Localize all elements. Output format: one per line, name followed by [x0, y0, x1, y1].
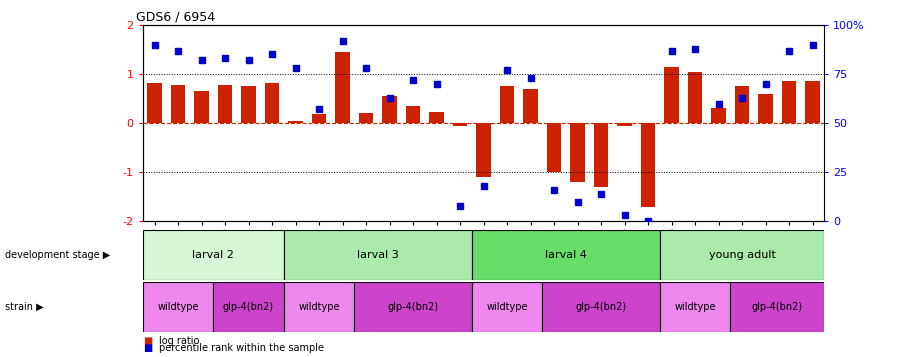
Text: ■: ■ [143, 343, 152, 353]
Bar [284, 282, 355, 332]
Bar [570, 123, 585, 182]
Text: strain ▶: strain ▶ [5, 302, 43, 312]
Text: development stage ▶: development stage ▶ [5, 250, 110, 260]
Bar [335, 52, 350, 123]
Text: ■: ■ [143, 336, 152, 346]
Text: glp-4(bn2): glp-4(bn2) [388, 302, 438, 312]
Bar [542, 282, 659, 332]
Bar [147, 83, 161, 123]
Bar [241, 86, 255, 123]
Bar [659, 282, 730, 332]
Text: young adult: young adult [708, 250, 775, 260]
Text: wildtype: wildtype [674, 302, 716, 312]
Bar [730, 282, 824, 332]
Bar [617, 123, 632, 126]
Bar [472, 282, 542, 332]
Bar [312, 114, 326, 123]
Bar [406, 106, 420, 123]
Bar [382, 96, 397, 123]
Bar [500, 86, 514, 123]
Bar [806, 81, 820, 123]
Bar [359, 114, 373, 123]
Bar [641, 123, 655, 207]
Text: percentile rank within the sample: percentile rank within the sample [159, 343, 324, 353]
Bar [472, 230, 659, 280]
Text: log ratio: log ratio [159, 336, 200, 346]
Bar [288, 121, 303, 123]
Bar [429, 112, 444, 123]
Bar [547, 123, 561, 172]
Bar [355, 282, 472, 332]
Bar [782, 81, 796, 123]
Bar [523, 89, 538, 123]
Text: larval 2: larval 2 [192, 250, 234, 260]
Text: glp-4(bn2): glp-4(bn2) [223, 302, 274, 312]
Text: GDS6 / 6954: GDS6 / 6954 [136, 11, 216, 24]
Bar [171, 85, 185, 123]
Text: wildtype: wildtype [298, 302, 340, 312]
Bar [143, 282, 214, 332]
Text: glp-4(bn2): glp-4(bn2) [752, 302, 803, 312]
Bar [688, 72, 702, 123]
Text: larval 3: larval 3 [357, 250, 399, 260]
Text: wildtype: wildtype [157, 302, 199, 312]
Bar [218, 85, 232, 123]
Bar [735, 86, 749, 123]
Bar [194, 91, 208, 123]
Bar [214, 282, 284, 332]
Bar [265, 83, 279, 123]
Bar [659, 230, 824, 280]
Text: larval 4: larval 4 [545, 250, 587, 260]
Bar [453, 123, 467, 126]
Bar [759, 94, 773, 123]
Bar [143, 230, 284, 280]
Text: wildtype: wildtype [486, 302, 528, 312]
Bar [664, 67, 679, 123]
Bar [284, 230, 472, 280]
Bar [594, 123, 608, 187]
Text: glp-4(bn2): glp-4(bn2) [576, 302, 626, 312]
Bar [476, 123, 491, 177]
Bar [712, 109, 726, 123]
